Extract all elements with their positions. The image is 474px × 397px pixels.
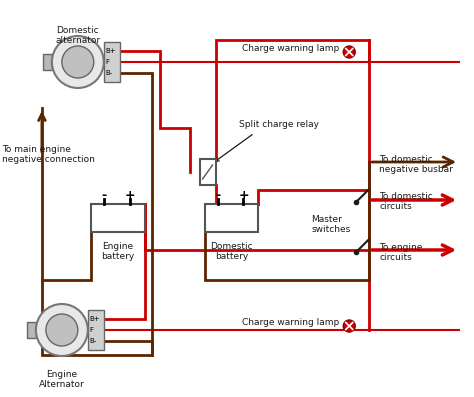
- Text: To main engine
negative connection: To main engine negative connection: [2, 145, 95, 164]
- Text: Domestic
battery: Domestic battery: [210, 242, 253, 261]
- Bar: [88, 310, 104, 350]
- Bar: [91, 204, 145, 232]
- Text: B+: B+: [90, 316, 100, 322]
- Text: B+: B+: [106, 48, 117, 54]
- Text: Master
switches: Master switches: [311, 215, 351, 234]
- Text: Charge warning lamp: Charge warning lamp: [242, 44, 339, 53]
- Text: +: +: [238, 189, 249, 202]
- Circle shape: [46, 314, 78, 346]
- Text: Split charge relay: Split charge relay: [239, 120, 319, 129]
- Circle shape: [343, 320, 355, 332]
- Text: F: F: [106, 59, 110, 65]
- Bar: [43, 54, 52, 70]
- Text: Charge warning lamp: Charge warning lamp: [242, 318, 339, 327]
- Text: +: +: [124, 189, 135, 202]
- Circle shape: [62, 46, 94, 78]
- Text: Engine
battery: Engine battery: [101, 242, 134, 261]
- Bar: [205, 204, 258, 232]
- Text: To domestic
negative busbar: To domestic negative busbar: [379, 155, 453, 174]
- Text: Engine
Alternator: Engine Alternator: [39, 370, 85, 389]
- Text: To engine
circuits: To engine circuits: [379, 243, 422, 262]
- Circle shape: [343, 46, 355, 58]
- Bar: [104, 42, 120, 82]
- Text: B-: B-: [106, 70, 113, 76]
- Text: -: -: [101, 189, 106, 202]
- Text: To domestic
circuits: To domestic circuits: [379, 192, 433, 211]
- Bar: [27, 322, 36, 338]
- Circle shape: [52, 36, 104, 88]
- Text: Domestic
alternator: Domestic alternator: [55, 26, 100, 45]
- Text: B-: B-: [90, 338, 97, 344]
- Text: F: F: [90, 327, 94, 333]
- Circle shape: [36, 304, 88, 356]
- Text: -: -: [215, 189, 220, 202]
- Bar: [200, 159, 216, 185]
